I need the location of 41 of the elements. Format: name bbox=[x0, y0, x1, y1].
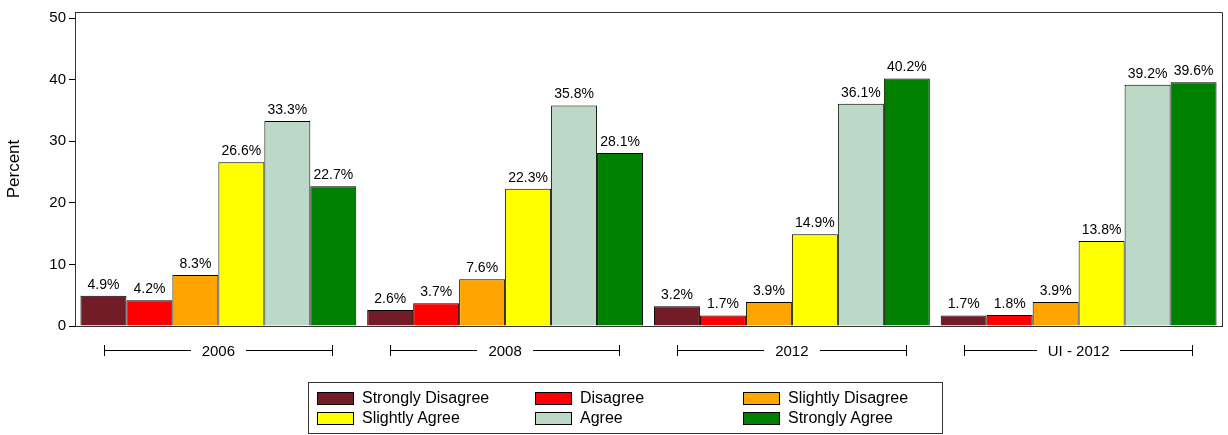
data-label: 35.8% bbox=[554, 85, 594, 102]
legend-label: Slightly Disagree bbox=[788, 389, 909, 407]
x-tick-label: 2012 bbox=[775, 342, 809, 360]
data-label: 3.9% bbox=[752, 281, 785, 298]
y-tick-label: 50 bbox=[49, 8, 66, 26]
data-label: 28.1% bbox=[600, 132, 640, 149]
y-tick-label: 30 bbox=[49, 131, 66, 149]
legend-label: Agree bbox=[580, 409, 623, 427]
data-label: 1.7% bbox=[947, 295, 980, 312]
data-label: 39.2% bbox=[1127, 64, 1168, 81]
y-tick-label: 0 bbox=[57, 316, 66, 334]
data-label: 22.3% bbox=[508, 168, 548, 185]
data-label: 4.9% bbox=[87, 275, 120, 292]
legend-label: Strongly Agree bbox=[788, 409, 893, 427]
legend-label: Disagree bbox=[580, 389, 645, 407]
data-label: 33.3% bbox=[267, 100, 308, 117]
data-label: 40.2% bbox=[886, 58, 927, 75]
y-tick-label: 10 bbox=[49, 254, 66, 272]
data-label: 7.6% bbox=[466, 259, 499, 276]
data-label: 3.9% bbox=[1039, 281, 1072, 298]
y-axis-title: Percent bbox=[3, 139, 23, 199]
legend-label: Slightly Agree bbox=[362, 409, 460, 427]
x-tick-label: 2006 bbox=[201, 342, 236, 360]
data-label: 13.8% bbox=[1081, 220, 1122, 237]
y-tick-label: 20 bbox=[49, 193, 66, 210]
data-label: 26.6% bbox=[221, 142, 262, 159]
data-label: 4.2% bbox=[133, 280, 166, 296]
data-label: 36.1% bbox=[840, 83, 881, 100]
x-tick-label: 2008 bbox=[488, 342, 522, 360]
data-label: 14.9% bbox=[795, 214, 835, 231]
x-tick-label: UI - 2012 bbox=[1047, 342, 1110, 360]
legend-label: Strongly Disagree bbox=[362, 389, 490, 407]
data-label: 8.3% bbox=[179, 254, 212, 271]
data-label: 3.2% bbox=[660, 286, 693, 303]
y-tick-label: 40 bbox=[49, 69, 66, 87]
data-label: 1.8% bbox=[993, 294, 1026, 311]
data-label: 1.7% bbox=[706, 295, 739, 312]
data-label: 39.6% bbox=[1173, 62, 1214, 79]
data-label: 2.6% bbox=[374, 289, 407, 306]
data-label: 22.7% bbox=[313, 166, 354, 183]
data-label: 3.7% bbox=[420, 283, 453, 300]
